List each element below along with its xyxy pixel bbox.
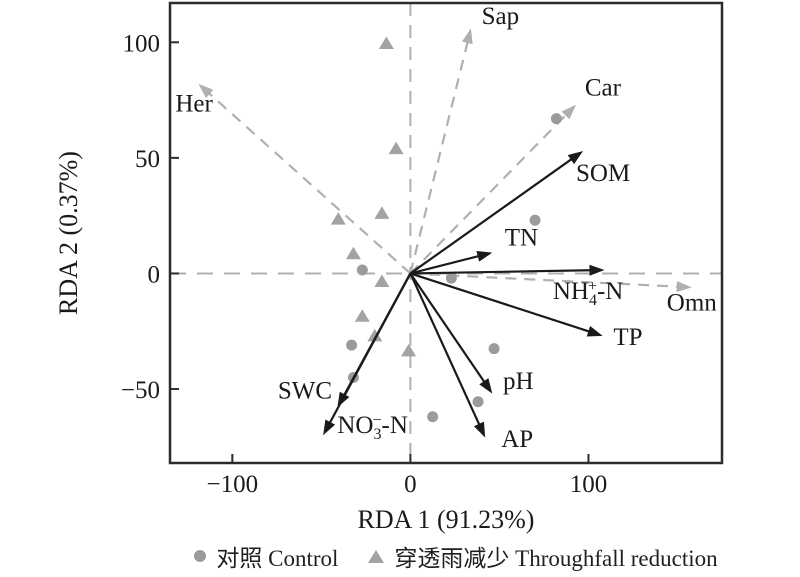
- plot-border: [168, 1, 724, 465]
- legend-throughfall-label: 穿透雨减少 Throughfall reduction: [394, 546, 718, 571]
- env-arrow-som: SOM: [409, 150, 630, 275]
- control-point: [445, 272, 457, 284]
- arrow-label-tn: TN: [505, 225, 538, 252]
- arrow-label-som: SOM: [576, 160, 630, 187]
- throughfall-point: [367, 328, 383, 342]
- env-arrow-ph: pH: [409, 272, 534, 395]
- env-arrow-no3-n: NO3−-N: [323, 272, 412, 443]
- arrow-label-tp: TP: [613, 324, 642, 351]
- control-point: [427, 411, 439, 423]
- axis-ticks: [170, 41, 590, 463]
- species-arrow-omn: Omn: [410, 272, 718, 316]
- arrow-label-ph: pH: [503, 368, 534, 395]
- y-tick-label: 0: [148, 261, 161, 288]
- env-arrow-tn: TN: [410, 225, 538, 275]
- species-arrow-car: Car: [409, 74, 622, 275]
- x-tick-label: 100: [570, 471, 608, 498]
- arrow-label-nh4-n: NH4+-N: [553, 278, 624, 309]
- x-tick-label: 0: [404, 471, 417, 498]
- throughfall-point: [330, 212, 346, 225]
- y-tick-label: −50: [121, 377, 160, 404]
- control-circle-icon: [194, 550, 207, 562]
- control-point: [472, 396, 484, 408]
- control-point: [346, 339, 358, 351]
- throughfall-point: [354, 309, 370, 322]
- y-axis-label: RDA 2 (0.37%): [54, 151, 83, 315]
- series-throughfall: [330, 36, 417, 357]
- throughfall-triangle-icon: [368, 549, 385, 563]
- arrow-label-omn: Omn: [667, 289, 718, 316]
- throughfall-point: [401, 343, 417, 357]
- control-point: [488, 343, 500, 355]
- env-arrow-swc: SWC: [278, 272, 412, 408]
- env-arrow-nh4-n: NH4+-N: [410, 264, 624, 309]
- arrow-label-ap: AP: [501, 426, 533, 453]
- arrow-label-no3-n: NO3−-N: [337, 412, 408, 443]
- y-tick-label: 100: [123, 30, 161, 57]
- env-arrow-ap: AP: [409, 272, 533, 453]
- arrow-label-car: Car: [585, 74, 622, 101]
- arrow-label-swc: SWC: [278, 377, 332, 404]
- control-point: [550, 113, 562, 125]
- throughfall-point: [345, 246, 361, 260]
- x-axis-label: RDA 1 (91.23%): [358, 505, 535, 534]
- env-arrow-tp: TP: [410, 272, 643, 351]
- legend-control-label: 对照 Control: [216, 546, 339, 571]
- legend-item-throughfall: 穿透雨减少 Throughfall reduction: [368, 539, 718, 573]
- legend: 对照 Control 穿透雨减少 Throughfall reduction: [112, 539, 800, 573]
- legend-item-control: 对照 Control: [194, 539, 338, 573]
- species-arrow-sap: Sap: [409, 3, 520, 274]
- zero-lines: [170, 3, 722, 463]
- arrow-label-her: Her: [175, 91, 213, 118]
- throughfall-point: [388, 141, 404, 155]
- series-control: [346, 113, 562, 423]
- arrow-label-sap: Sap: [482, 3, 520, 30]
- tick-labels: −100 0 100 −50 0 50 100: [121, 30, 607, 498]
- control-point: [529, 214, 541, 226]
- throughfall-point: [374, 274, 390, 288]
- throughfall-point: [374, 206, 390, 219]
- control-point: [356, 264, 368, 276]
- throughfall-point: [378, 36, 394, 49]
- x-tick-label: −100: [207, 471, 259, 498]
- species-arrow-her: Her: [175, 83, 412, 275]
- y-tick-label: 50: [135, 146, 160, 173]
